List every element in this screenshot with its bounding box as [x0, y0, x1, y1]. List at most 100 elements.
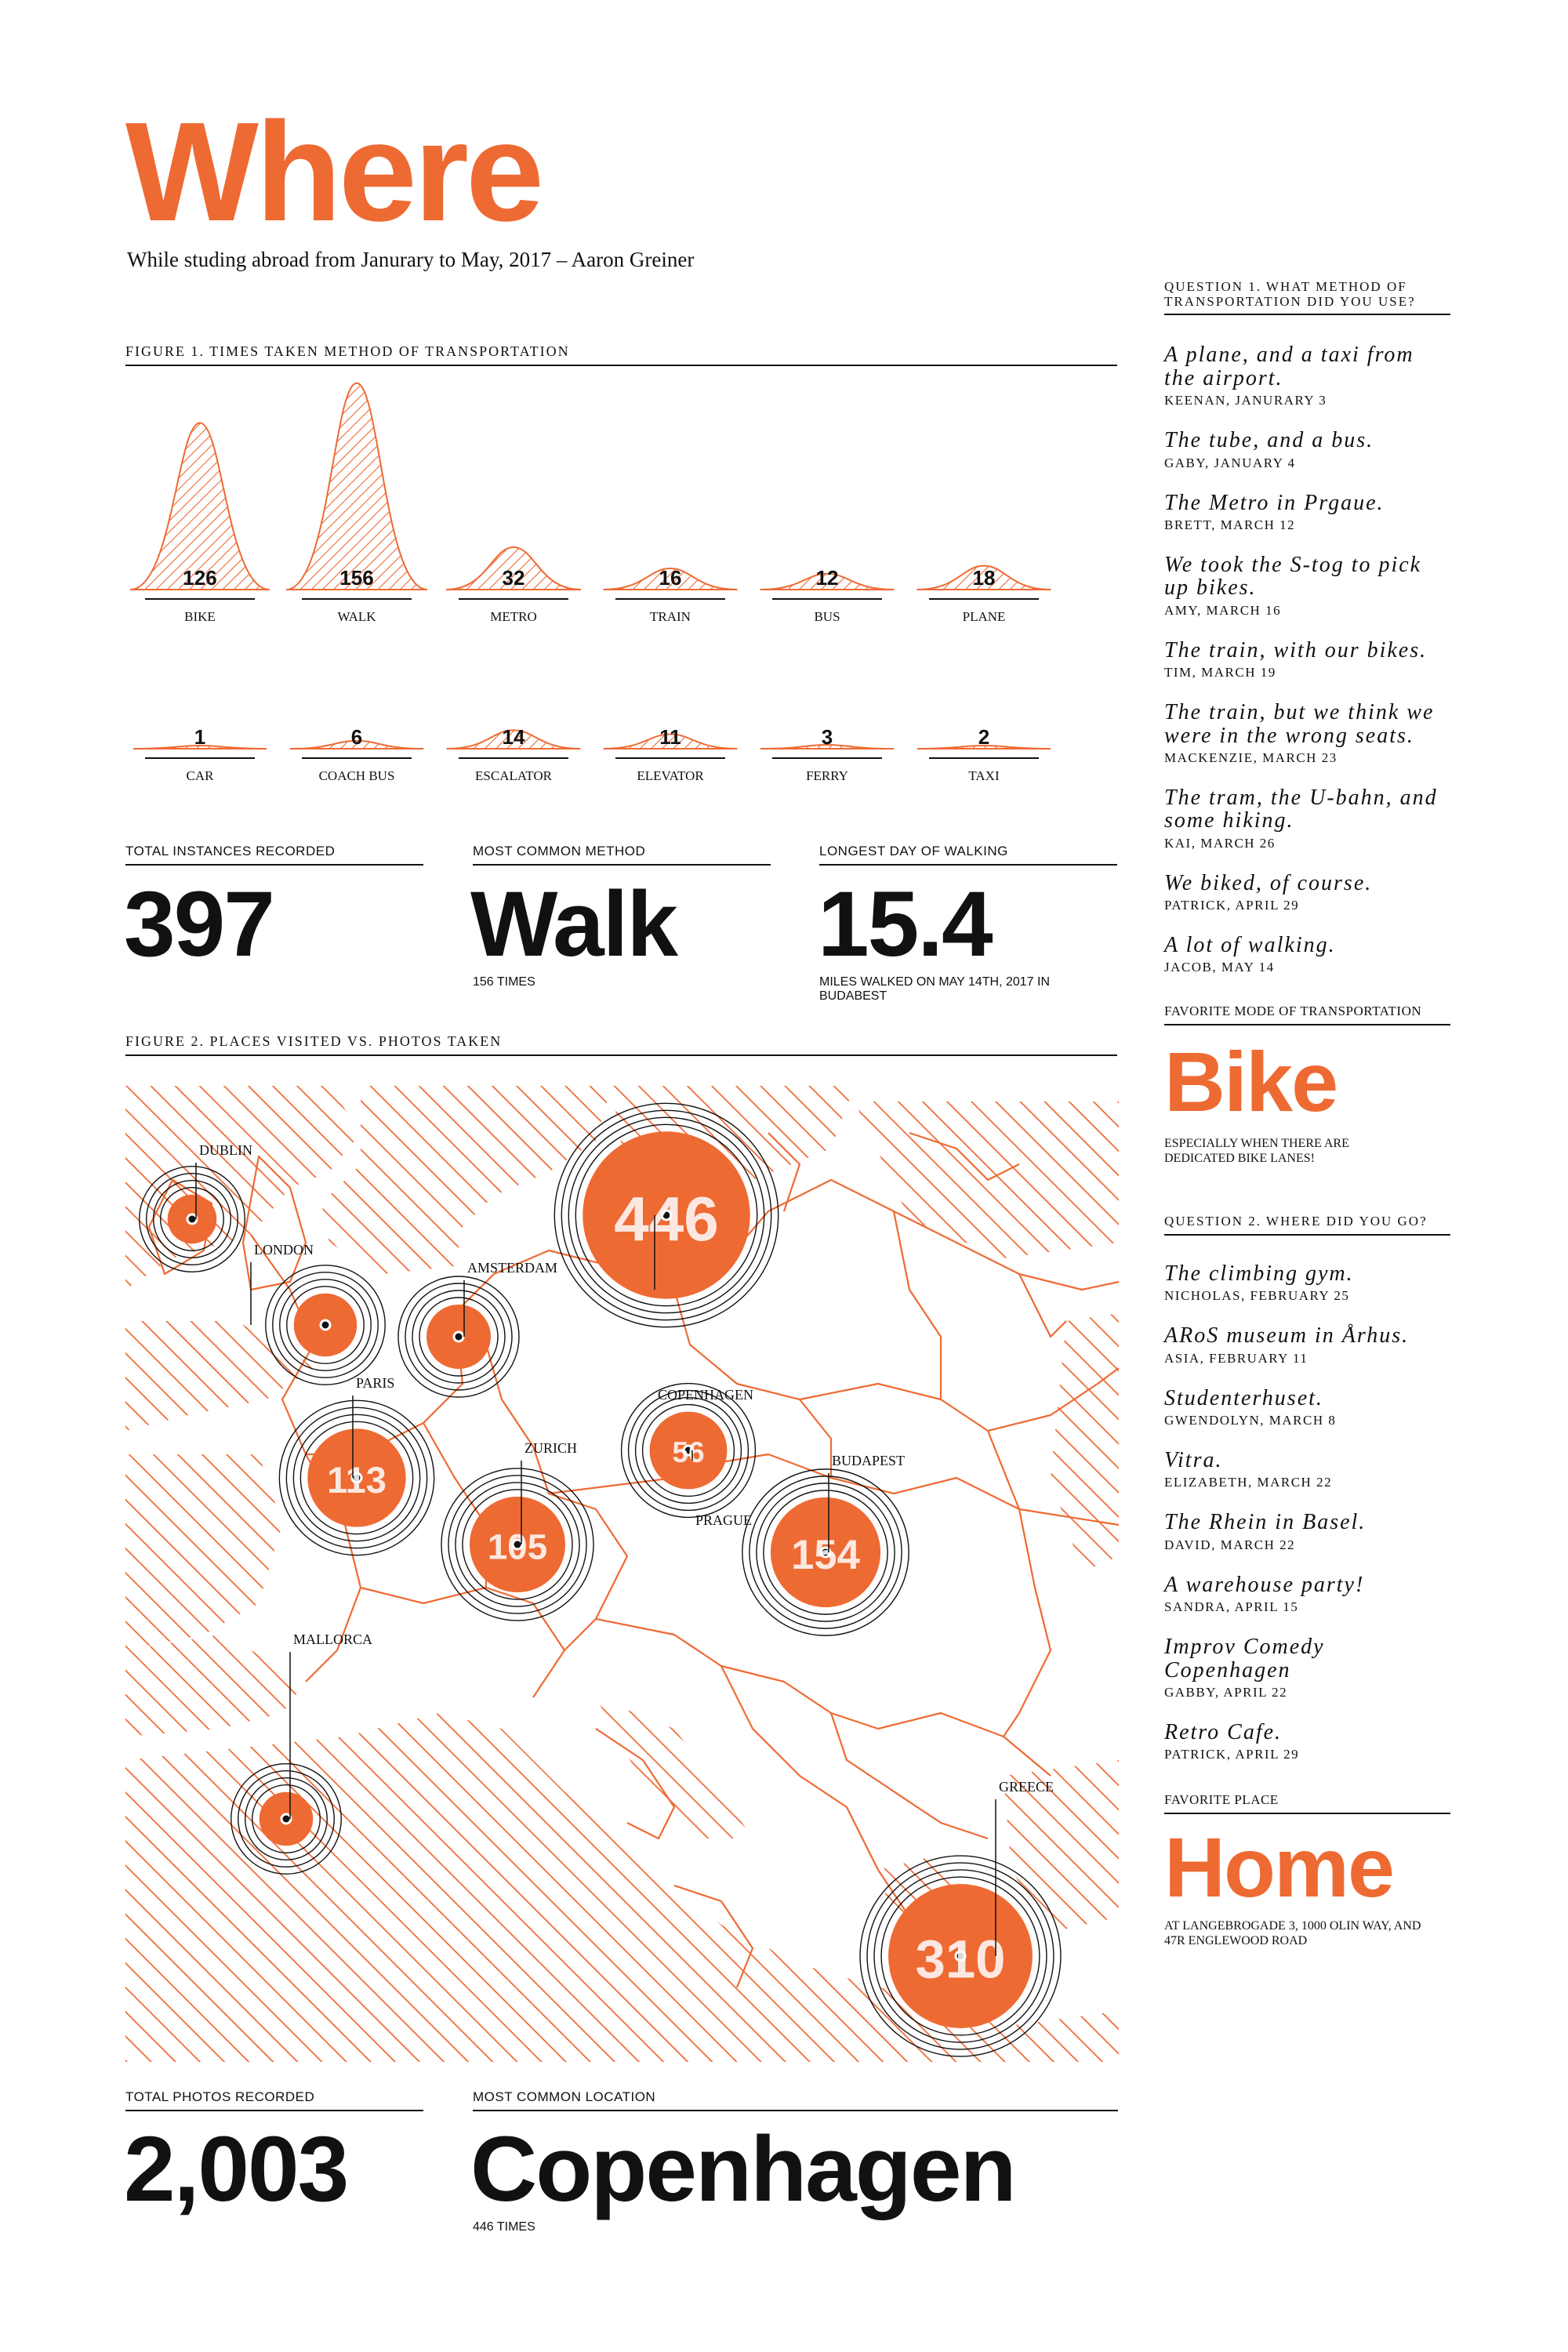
contour-ring [873, 1869, 1047, 2043]
sidebar: QUESTION 1. WHAT METHOD OF TRANSPORTATIO… [1164, 279, 1450, 1948]
peak-metro [445, 546, 582, 590]
answer-item: A warehouse party! SANDRA, APRIL 15 [1164, 1573, 1450, 1615]
value-label: 1 [194, 725, 205, 749]
hatched-mediterranean [125, 1713, 1119, 2062]
question1-answers: A plane, and a taxi from the airport. KEE… [1164, 343, 1450, 975]
contour-ring [412, 1290, 506, 1384]
value-label: 32 [503, 566, 525, 590]
answer-text: We took the S-tog to pick up bikes. [1164, 552, 1422, 601]
contour-ring [286, 1286, 365, 1364]
answer-text: A lot of walking. [1164, 933, 1336, 958]
value-label: 18 [973, 566, 996, 590]
photo-count-label: 56 [672, 1436, 704, 1468]
hatched-black-sea [1004, 1760, 1119, 1933]
peak-train [603, 567, 738, 590]
value-label: 6 [351, 725, 362, 749]
contour-ring [146, 1173, 238, 1265]
category-label: ESCALATOR [475, 768, 553, 783]
total-instances-value: 397 [124, 873, 275, 976]
place-name-label: ZURICH [524, 1440, 577, 1456]
contour-ring [139, 1166, 245, 1272]
place-name-label: GREECE [999, 1779, 1054, 1795]
value-label: 12 [816, 566, 839, 590]
answer-text: The tram, the U-bahn, and some hiking. [1164, 785, 1438, 833]
photo-count-label: 310 [915, 1929, 1005, 1990]
answer-author: PATRICK, APRIL 29 [1164, 1747, 1300, 1762]
total-instances-label: TOTAL INSTANCES RECORDED [125, 844, 423, 866]
answer-author: SANDRA, APRIL 15 [1164, 1599, 1299, 1615]
category-label: PLANE [963, 609, 1006, 624]
answer-item: The Rhein in Basel. DAVID, MARCH 22 [1164, 1511, 1450, 1552]
value-label: 126 [183, 566, 216, 590]
longest-walk-value: 15.4 [818, 873, 993, 976]
place-dot [682, 1444, 695, 1457]
answer-item: Vitra. ELIZABETH, MARCH 22 [1164, 1449, 1450, 1490]
place-dot [660, 1209, 673, 1221]
category-label: WALK [337, 609, 376, 624]
answer-text: ARoS museum in Århus. [1164, 1323, 1410, 1348]
category-label: TAXI [968, 768, 1000, 783]
contour-ring [575, 1123, 758, 1307]
contour-ring [455, 1482, 580, 1607]
answer-author: MACKENZIE, MARCH 23 [1164, 750, 1338, 765]
contour-ring [763, 1490, 888, 1615]
contour-ring [568, 1116, 765, 1314]
contour-ring [278, 1399, 435, 1556]
transport-chart: 126BIKE156WALK32METRO16TRAIN12BUS18PLANE… [130, 382, 1051, 783]
answer-text: The train, with our bikes. [1164, 637, 1428, 662]
value-label: 11 [659, 725, 681, 749]
contour-ring [160, 1187, 224, 1251]
value-label: 16 [659, 566, 682, 590]
contour-ring [153, 1180, 231, 1258]
contour-ring [279, 1279, 372, 1371]
peak-escalator [446, 729, 581, 750]
common-location-value: Copenhagen [470, 2118, 1017, 2221]
place-dot [280, 1813, 292, 1825]
answer-author: GABBY, APRIL 22 [1164, 1685, 1288, 1700]
common-location-label: MOST COMMON LOCATION [473, 2089, 1118, 2111]
contour-ring [634, 1396, 742, 1504]
common-method-label: MOST COMMON METHOD [473, 844, 771, 866]
hatched-east-block [1051, 1313, 1119, 1572]
figure1-label: FIGURE 1. TIMES TAKEN METHOD OF TRANSPOR… [125, 343, 1117, 366]
page-title: Where [125, 93, 544, 251]
peak-coach-bus [289, 739, 424, 750]
place-name-label: PRAGUE [695, 1512, 752, 1528]
place-name-label: PARIS [356, 1375, 394, 1391]
answer-item: We biked, of course. PATRICK, APRIL 29 [1164, 871, 1450, 913]
contour-ring [292, 1414, 421, 1542]
contour-ring [252, 1784, 321, 1853]
place-dot [186, 1213, 198, 1225]
category-label: FERRY [806, 768, 848, 783]
hatched-north-atlantic [125, 1086, 361, 1290]
answer-item: ARoS museum in Århus. ASIA, FEBRUARY 11 [1164, 1324, 1450, 1366]
contour-ring [554, 1102, 779, 1328]
peak-plane [916, 564, 1051, 590]
contour-ring [561, 1109, 772, 1321]
photo-count-label: 105 [488, 1526, 547, 1566]
answer-author: KAI, MARCH 26 [1164, 835, 1276, 851]
place-dot [452, 1330, 465, 1343]
answer-text: The train, but we think we were in the w… [1164, 700, 1435, 748]
fav-place-value: Home [1164, 1820, 1395, 1915]
answer-author: NICHOLAS, FEBRUARY 25 [1164, 1288, 1350, 1304]
answer-item: The train, with our bikes. TIM, MARCH 19 [1164, 637, 1450, 681]
total-photos-value: 2,003 [124, 2118, 349, 2221]
fav-mode-sub: ESPECIALLY WHEN THERE ARE DEDICATED BIKE… [1164, 1137, 1349, 1165]
answer-text: A warehouse party! [1164, 1572, 1365, 1597]
photo-count-label: 113 [327, 1459, 387, 1501]
answer-author: JACOB, MAY 14 [1164, 960, 1275, 975]
answer-author: TIM, MARCH 19 [1164, 665, 1276, 681]
answer-item: A lot of walking. JACOB, MAY 14 [1164, 934, 1450, 975]
answer-text: The Rhein in Basel. [1164, 1510, 1367, 1535]
place-name-label: AMSTERDAM [467, 1260, 557, 1276]
contour-ring [742, 1468, 909, 1636]
answer-text: Vitra. [1164, 1448, 1223, 1473]
total-photos-label: TOTAL PHOTOS RECORDED [125, 2089, 423, 2111]
longest-walk-label: LONGEST DAY OF WALKING [819, 844, 1117, 866]
value-label: 156 [339, 566, 373, 590]
contour-ring [405, 1283, 513, 1391]
answer-text: Improv Comedy Copenhagen [1164, 1635, 1325, 1682]
figure2-label: FIGURE 2. PLACES VISITED VS. PHOTOS TAKE… [125, 1033, 1117, 1056]
answer-text: The Metro in Prgaue. [1164, 490, 1385, 515]
